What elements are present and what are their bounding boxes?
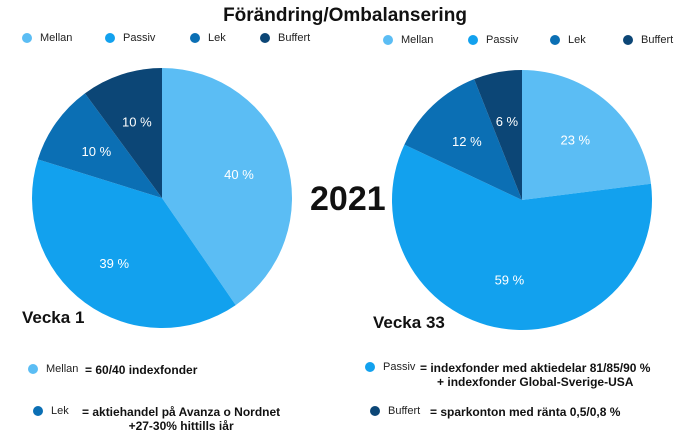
- legend-item-buffert: Buffert: [623, 34, 673, 46]
- pie-1-slice-buffert: [84, 68, 162, 198]
- pie-label-2: Vecka 33: [373, 313, 445, 332]
- pie-2-slice-lek: [404, 79, 522, 200]
- pie-2-slice-mellan: [522, 70, 651, 200]
- legend-dot-icon: [22, 33, 32, 43]
- year-label: 2021: [310, 180, 386, 218]
- pie-1-data-label: 10 %: [122, 114, 152, 129]
- note-name: Buffert: [388, 405, 421, 417]
- note-passiv: Passiv = indexfonder med aktiedelar 81/85…: [365, 361, 650, 389]
- note-dot-icon: [28, 364, 38, 374]
- note-buffert: Buffert = sparkonton med ränta 0,5/0,8 %: [370, 405, 620, 419]
- legend-item-lek: Lek: [550, 34, 586, 46]
- note-desc: = aktiehandel på Avanza o Nordnet: [82, 405, 281, 419]
- pie-2-slice-buffert: [474, 70, 522, 200]
- pie-2-slice-passiv: [392, 144, 653, 331]
- pie-2-data-label: 23 %: [560, 133, 590, 148]
- legend-item-passiv: Passiv: [105, 32, 155, 44]
- legend-label: Mellan: [40, 32, 73, 44]
- pie-1-data-label: 40 %: [224, 167, 254, 182]
- note-desc: +27-30% hittills iår: [128, 419, 234, 433]
- pie-1-slice-lek: [37, 93, 162, 198]
- note-dot-icon: [365, 362, 375, 372]
- pie-2-data-label: 6 %: [496, 114, 519, 129]
- legend-item-buffert: Buffert: [260, 32, 310, 44]
- pie-2-data-label: 59 %: [495, 273, 525, 288]
- legend-label: Buffert: [641, 34, 674, 46]
- legend-item-mellan: Mellan: [383, 34, 433, 46]
- legend-dot-icon: [623, 35, 633, 45]
- legend-dot-icon: [190, 33, 200, 43]
- legend-label: Passiv: [123, 32, 156, 44]
- legend-dot-icon: [260, 33, 270, 43]
- note-desc: = sparkonton med ränta 0,5/0,8 %: [430, 405, 621, 419]
- note-mellan: Mellan = 60/40 indexfonder: [28, 363, 197, 377]
- note-desc: = indexfonder med aktiedelar 81/85/90 %: [420, 361, 651, 375]
- chart-title: Förändring/Ombalansering: [223, 5, 467, 26]
- pie-label-1: Vecka 1: [22, 308, 85, 327]
- note-dot-icon: [33, 406, 43, 416]
- legend-label: Buffert: [278, 32, 311, 44]
- legend-item-passiv: Passiv: [468, 34, 518, 46]
- note-dot-icon: [370, 406, 380, 416]
- legend-dot-icon: [383, 35, 393, 45]
- legend-dot-icon: [468, 35, 478, 45]
- legend-item-mellan: Mellan: [22, 32, 72, 44]
- legend-label: Passiv: [486, 34, 519, 46]
- pie-2-data-label: 12 %: [452, 134, 482, 149]
- legend-label: Lek: [208, 32, 226, 44]
- pie-1-data-label: 39 %: [99, 256, 129, 271]
- pie-1-slice-passiv: [31, 159, 236, 328]
- note-name: Passiv: [383, 361, 416, 373]
- note-name: Lek: [51, 405, 69, 417]
- note-desc: = 60/40 indexfonder: [85, 363, 198, 377]
- legend-item-lek: Lek: [190, 32, 226, 44]
- note-lek: Lek = aktiehandel på Avanza o Nordnet +27-…: [33, 405, 280, 433]
- legend-label: Lek: [568, 34, 586, 46]
- legend-dot-icon: [550, 35, 560, 45]
- note-desc: + indexfonder Global-Sverige-USA: [437, 375, 634, 389]
- note-name: Mellan: [46, 363, 79, 375]
- legend-dot-icon: [105, 33, 115, 43]
- pie-1-slice-mellan: [162, 68, 292, 306]
- pie-1-data-label: 10 %: [82, 144, 112, 159]
- legend-label: Mellan: [401, 34, 434, 46]
